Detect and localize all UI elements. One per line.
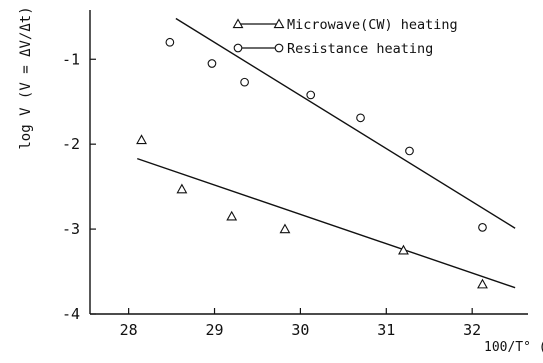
microwave-point — [176, 183, 188, 194]
resistance-point — [405, 146, 414, 156]
x-tick-label: 28 — [120, 321, 138, 339]
x-tick-label: 29 — [205, 321, 223, 339]
x-tick-label: 32 — [463, 321, 481, 339]
y-tick-label: -3 — [62, 220, 80, 238]
microwave-point — [477, 278, 488, 289]
axes: 28 29 30 31 32 -1 -2 -3 -4 — [62, 10, 528, 339]
resistance-point — [478, 223, 487, 232]
microwave-point — [226, 210, 238, 221]
resistance-point — [306, 90, 316, 100]
data-points — [136, 37, 488, 289]
x-tick-label: 31 — [377, 321, 395, 339]
y-tick-label: -2 — [62, 135, 80, 153]
resistance-fit-line — [175, 17, 516, 229]
resistance-point — [356, 113, 365, 123]
x-tick-label: 30 — [291, 321, 309, 339]
resistance-point — [165, 37, 175, 47]
y-axis-label: log V (V = ΔV/Δt) — [18, 6, 34, 149]
legend-circle-marker — [233, 43, 243, 53]
microwave-fit-line — [137, 157, 516, 289]
axis-labels: log V (V = ΔV/Δt) 100/T° (K) — [18, 6, 543, 355]
resistance-point — [240, 77, 249, 87]
resistance-point — [207, 59, 217, 68]
y-tick-label: -1 — [62, 50, 80, 68]
x-axis-label: 100/T° (K) — [484, 340, 543, 355]
legend-label-resistance: Resistance heating — [287, 41, 433, 57]
fit-lines — [137, 17, 516, 289]
legend-triangle-marker — [232, 18, 244, 29]
legend-triangle-marker — [273, 18, 285, 29]
microwave-point — [398, 244, 409, 255]
legend-circle-marker — [274, 43, 284, 53]
microwave-point — [279, 223, 291, 234]
y-tick-label: -4 — [62, 305, 80, 323]
microwave-point — [136, 134, 147, 145]
legend: Microwave(CW) heating Resistance heating — [232, 17, 458, 57]
legend-label-microwave: Microwave(CW) heating — [287, 17, 458, 33]
